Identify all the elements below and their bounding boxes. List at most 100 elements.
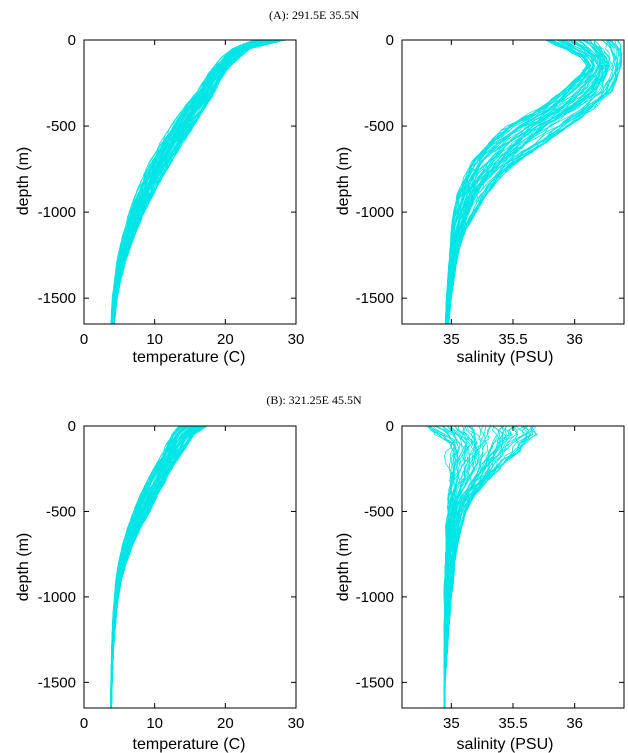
x-axis-label-temperature-b: temperature (C) (133, 736, 246, 753)
profile-line (114, 40, 285, 324)
profile-line (113, 40, 282, 324)
profile-line (112, 40, 275, 324)
profile-line (111, 40, 259, 324)
profile-line (112, 40, 271, 324)
profile-line (112, 40, 271, 324)
profile-line (111, 40, 265, 324)
profile-line (111, 40, 261, 324)
profile-line (112, 40, 278, 324)
profile-line (113, 40, 280, 324)
profile-line (443, 426, 468, 708)
profile-line (112, 40, 270, 324)
profile-line (111, 40, 259, 324)
y-tick-label: -1500 (38, 290, 76, 307)
profile-line (113, 40, 285, 324)
x-tick-label: 35.5 (498, 715, 527, 732)
profile-line (111, 40, 265, 324)
profile-line (446, 40, 606, 324)
profile-line (446, 40, 599, 324)
profile-line (112, 40, 269, 324)
profile-line (446, 40, 602, 324)
plot-frame (83, 425, 297, 709)
y-axis-label-temperature-b: depth (m) (15, 533, 32, 601)
profile-line (111, 40, 262, 324)
profile-line (111, 40, 267, 324)
profile-line (111, 40, 267, 324)
x-tick-label: 0 (80, 715, 88, 732)
y-tick-label: -1000 (356, 204, 394, 221)
profile-line (113, 40, 276, 324)
profile-line (111, 40, 261, 324)
x-tick-label: 35 (443, 331, 460, 348)
x-tick-label: 20 (217, 715, 234, 732)
profile-line (112, 40, 273, 324)
profile-line (111, 40, 264, 324)
y-tick-label: 0 (386, 32, 394, 49)
x-tick-label: 36 (566, 715, 583, 732)
profile-line (444, 426, 530, 708)
profile-lines (110, 426, 208, 708)
x-tick-label: 36 (566, 331, 583, 348)
panel-b-title: (B): 321.25E 45.5N (266, 393, 362, 407)
y-axis-label-salinity-b: depth (m) (335, 533, 352, 601)
profile-line (111, 40, 266, 324)
y-axis-label-salinity-a: depth (m) (335, 147, 352, 215)
profile-line (110, 426, 197, 708)
profile-line (111, 40, 256, 324)
profile-line (444, 426, 507, 708)
profile-line (110, 40, 257, 324)
profile-line (113, 40, 280, 324)
profile-line (112, 40, 272, 324)
profile-line (446, 40, 602, 324)
profile-line (113, 40, 285, 324)
y-tick-label: -1000 (38, 204, 76, 221)
profile-line (112, 40, 276, 324)
profile-line (113, 40, 286, 324)
profile-line (443, 426, 489, 708)
profile-line (112, 40, 275, 324)
profile-lines (426, 426, 538, 708)
profile-line (111, 40, 264, 324)
profile-lines (444, 40, 623, 324)
x-axis-label-salinity-b: salinity (PSU) (457, 736, 554, 753)
y-tick-label: -500 (46, 503, 76, 520)
profile-line (112, 40, 275, 324)
profile-line (112, 40, 268, 324)
profile-line (112, 40, 271, 324)
profile-line (112, 40, 273, 324)
profile-line (111, 40, 260, 324)
x-tick-label: 0 (80, 331, 88, 348)
profile-line (113, 40, 282, 324)
plot-frame (83, 39, 297, 325)
y-tick-label: 0 (386, 418, 394, 435)
profile-line (113, 40, 277, 324)
temperature-plot-b: 0 10 20 30 0 -500 -1000 -1500 (38, 418, 305, 732)
profile-line (444, 40, 588, 324)
y-tick-label: -500 (364, 118, 394, 135)
y-tick-label: -1500 (38, 674, 76, 691)
y-tick-label: -1500 (356, 674, 394, 691)
x-tick-label: 10 (146, 715, 163, 732)
profile-line (113, 40, 281, 324)
profile-line (112, 40, 269, 324)
y-tick-label: 0 (68, 418, 76, 435)
profile-lines (110, 40, 286, 324)
profile-line (110, 426, 180, 708)
profile-line (448, 40, 623, 324)
y-tick-label: -500 (46, 118, 76, 135)
y-axis-label-temperature-a: depth (m) (15, 147, 32, 215)
x-axis-label-salinity-a: salinity (PSU) (457, 349, 554, 366)
x-tick-label: 35 (443, 715, 460, 732)
temperature-plot-a: 0 10 20 30 0 -500 -1000 -1500 (38, 32, 305, 348)
plot-frame (401, 39, 625, 325)
salinity-plot-a: 35 35.5 36 0 -500 -1000 -1500 (356, 32, 625, 348)
panel-a-title: (A): 291.5E 35.5N (269, 8, 359, 22)
profile-line (113, 40, 285, 324)
y-tick-label: 0 (68, 32, 76, 49)
profile-line (113, 40, 285, 324)
profile-line (110, 40, 259, 324)
y-tick-label: -1500 (356, 290, 394, 307)
x-tick-label: 30 (288, 715, 305, 732)
x-tick-label: 30 (288, 331, 305, 348)
